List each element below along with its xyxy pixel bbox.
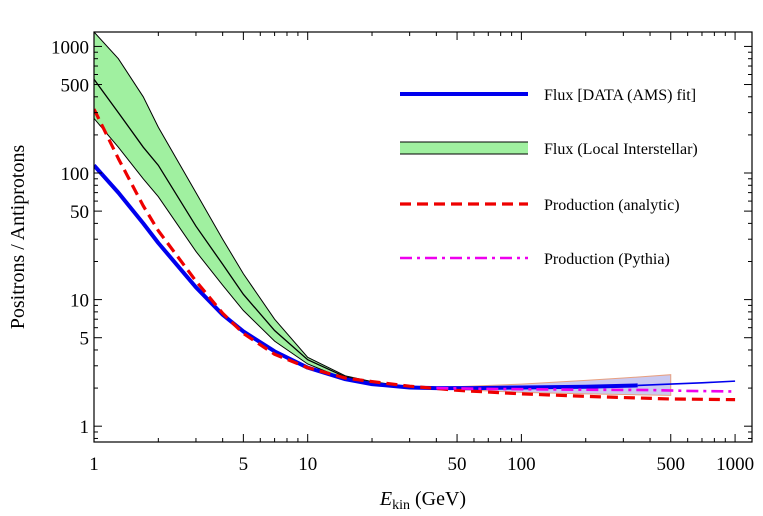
plot-frame [93,31,753,443]
x-tick-label: 5 [239,454,249,475]
legend-label: Production (Pythia) [544,251,670,268]
local-interstellar-central-line [94,78,410,389]
x-tick-label: 10 [298,454,317,475]
y-tick-label: 1 [80,417,90,438]
x-tick-label: 1000 [716,454,754,475]
y-tick-label: 50 [70,202,89,223]
y-tick-label: 10 [70,291,89,312]
legend-swatch-band [400,142,528,154]
local-interstellar-band [94,32,410,389]
y-tick-label: 500 [61,76,90,97]
ticks-layer: 1 5 10 50 100 500 1000 1 5 10 50 100 500 1000 [51,32,754,475]
legend-label: Flux [DATA (AMS) fit] [544,87,696,104]
y-axis-title: Positrons / Antiprotons [7,145,29,330]
y-tick-label: 100 [61,164,90,185]
plot-layer [94,32,736,402]
y-tick-label: 5 [80,329,90,350]
series-line-production-pythia [436,386,736,393]
legend-label: Production (analytic) [544,197,680,214]
x-tick-label: 1 [89,454,99,475]
x-axis-title: Ekin (GeV) [379,488,466,513]
series-line-flux-data-ams-fit-extrapolation [637,380,736,387]
series-line-production-analytic [94,108,736,402]
legend: Flux [DATA (AMS) fit] Flux (Local Interst… [400,87,698,268]
x-tick-label: 50 [448,454,467,475]
legend-label: Flux (Local Interstellar) [544,141,698,158]
x-tick-label: 500 [657,454,686,475]
x-tick-label: 100 [507,454,536,475]
y-tick-label: 1000 [51,37,89,58]
local-interstellar-upper-edge [94,32,410,388]
